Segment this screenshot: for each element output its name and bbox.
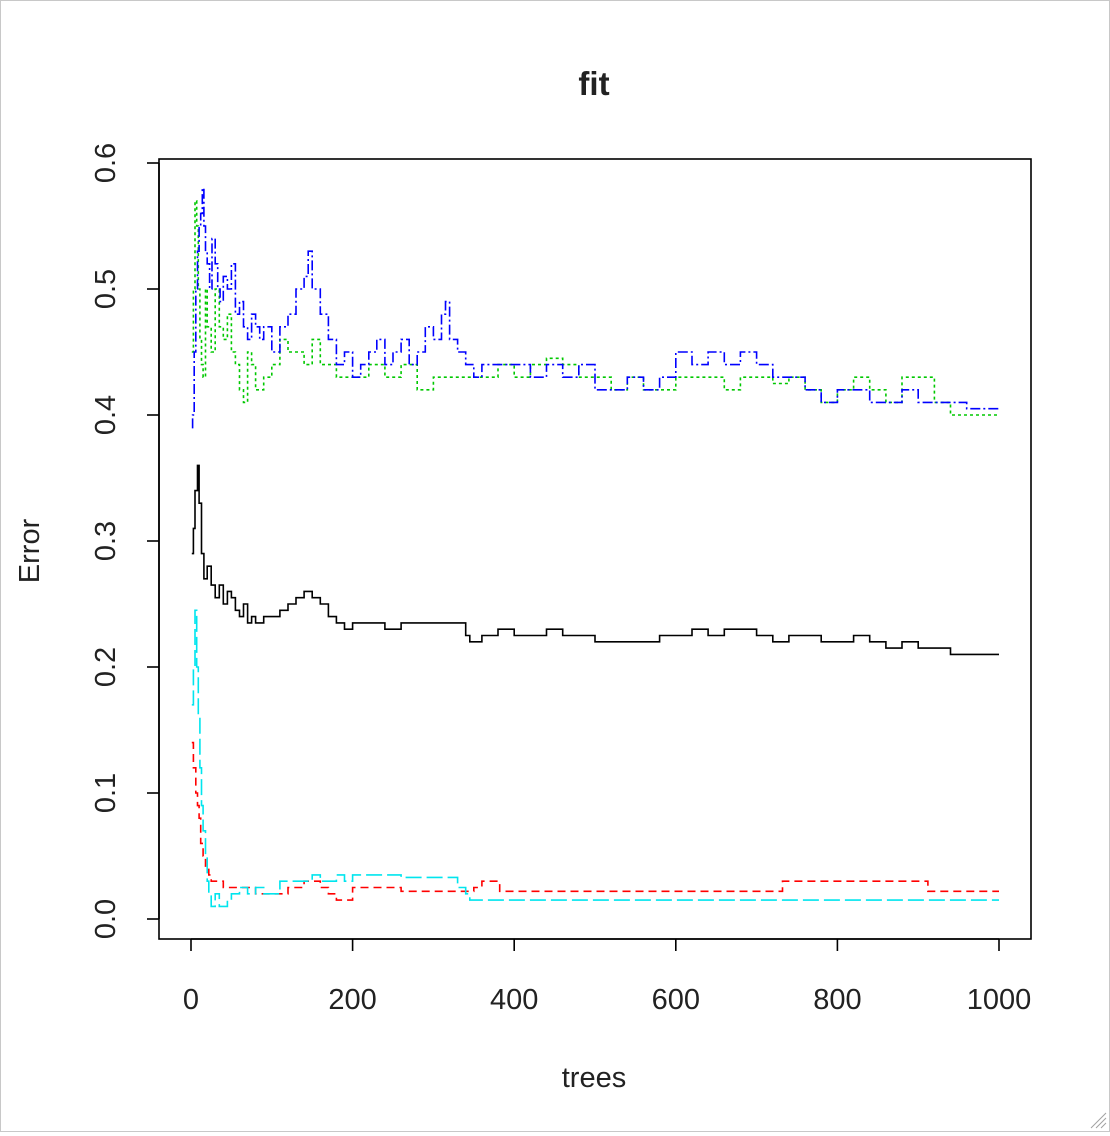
series-line-oob	[191, 464, 999, 656]
series-line-class-3	[191, 187, 999, 429]
chart-title: fit	[578, 65, 609, 102]
series-line-class-2	[191, 200, 999, 416]
x-tick-label: 0	[183, 984, 199, 1016]
x-tick-label: 400	[490, 984, 538, 1016]
y-tick-label: 0.3	[90, 521, 122, 561]
y-axis-label: Error	[14, 518, 46, 583]
x-tick-label: 1000	[967, 984, 1032, 1016]
series-line-class-1	[191, 741, 999, 901]
y-tick-label: 0.6	[90, 143, 122, 183]
series-line-class-4	[191, 609, 999, 908]
y-tick-label: 0.5	[90, 269, 122, 309]
resize-grip-icon[interactable]	[1085, 1107, 1107, 1129]
plot-box	[158, 158, 1032, 940]
y-axis: 0.0 0.1 0.2 0.3 0.4 0.5 0.6	[90, 143, 160, 939]
x-tick-label: 600	[652, 984, 700, 1016]
series-layer	[191, 187, 999, 908]
y-tick-label: 0.4	[90, 395, 122, 435]
y-tick-label: 0.2	[90, 647, 122, 687]
x-axis-label: trees	[562, 1062, 626, 1094]
x-axis: 0 200 400 600 800 1000	[183, 938, 1032, 1016]
y-tick-label: 0.1	[90, 773, 122, 813]
x-tick-label: 800	[813, 984, 861, 1016]
y-tick-label: 0.0	[90, 899, 122, 939]
x-tick-label: 200	[328, 984, 376, 1016]
